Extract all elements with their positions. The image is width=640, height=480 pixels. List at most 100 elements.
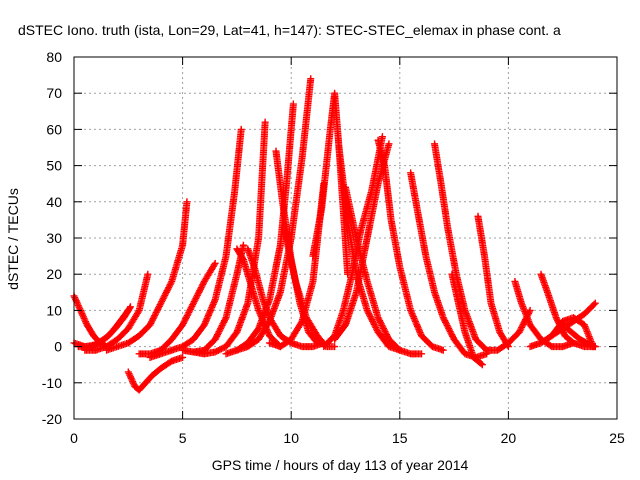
data-series-4 <box>124 353 187 394</box>
data-point <box>445 326 453 334</box>
data-point <box>374 314 382 322</box>
data-series-3 <box>81 270 152 354</box>
data-point <box>443 321 451 329</box>
data-point <box>144 270 152 278</box>
data-point <box>211 335 219 343</box>
data-point <box>366 311 374 319</box>
data-point <box>365 310 373 318</box>
y-tick-label: 70 <box>46 85 62 101</box>
data-series-25 <box>448 270 486 369</box>
data-point <box>71 295 79 303</box>
data-point <box>213 332 221 340</box>
data-point <box>446 328 454 336</box>
data-point <box>155 302 163 310</box>
data-point <box>152 308 160 316</box>
data-point <box>82 318 90 326</box>
data-point <box>165 282 173 290</box>
data-point <box>368 316 376 324</box>
data-point <box>380 325 388 332</box>
data-point <box>156 301 164 309</box>
data-point <box>213 347 221 355</box>
y-tick-label: 10 <box>46 302 62 318</box>
data-point <box>212 334 220 342</box>
data-point <box>367 314 375 322</box>
data-point <box>162 290 170 298</box>
data-point <box>219 344 227 352</box>
data-point <box>444 323 452 331</box>
data-point <box>516 327 524 335</box>
data-point <box>385 140 393 148</box>
data-point <box>197 284 205 292</box>
data-point <box>331 343 339 351</box>
data-point <box>182 315 190 323</box>
data-point <box>369 317 377 325</box>
data-point <box>379 323 387 331</box>
data-point <box>196 287 204 295</box>
data-point <box>147 319 155 327</box>
data-point <box>215 328 223 336</box>
data-point <box>289 100 297 108</box>
data-point <box>193 293 201 301</box>
data-point <box>77 308 85 316</box>
data-point <box>590 300 598 308</box>
data-point <box>239 241 247 249</box>
data-point <box>439 346 447 354</box>
data-point <box>179 353 187 361</box>
data-point <box>217 345 225 353</box>
data-point <box>148 318 156 326</box>
data-point <box>380 326 388 334</box>
data-point <box>154 305 162 313</box>
data-point <box>441 317 449 325</box>
data-point <box>165 284 173 292</box>
data-point <box>189 301 197 309</box>
data-point <box>371 322 379 330</box>
data-point <box>160 293 168 301</box>
data-series-5 <box>103 198 191 354</box>
data-point <box>75 303 83 311</box>
data-point <box>519 320 527 328</box>
data-point <box>194 290 202 298</box>
data-point <box>151 312 159 320</box>
data-point <box>448 331 456 339</box>
data-point <box>193 291 201 299</box>
data-point <box>221 315 229 323</box>
data-point <box>71 294 79 302</box>
data-point <box>214 331 222 339</box>
data-point <box>363 306 371 314</box>
data-point <box>126 304 134 312</box>
data-point <box>155 304 163 312</box>
data-series-19 <box>335 144 404 354</box>
data-point <box>478 361 486 369</box>
data-point <box>185 308 193 316</box>
data-series-21 <box>342 183 426 358</box>
data-point <box>377 320 385 328</box>
data-point <box>370 320 378 328</box>
data-point <box>80 314 88 322</box>
data-point <box>129 379 137 387</box>
data-point <box>375 315 383 323</box>
data-point <box>216 326 224 334</box>
data-point <box>158 296 166 304</box>
data-point <box>217 323 225 331</box>
data-point <box>372 323 380 331</box>
data-point <box>150 313 158 321</box>
data-point <box>179 321 187 329</box>
data-point <box>218 321 226 329</box>
data-point <box>191 296 199 304</box>
data-point <box>198 282 206 290</box>
data-series-8 <box>179 241 247 356</box>
data-point <box>79 311 87 319</box>
x-tick-label: 25 <box>609 430 625 446</box>
y-tick-label: 20 <box>46 266 62 282</box>
data-point <box>369 319 377 327</box>
data-point <box>418 350 426 358</box>
data-point <box>182 313 190 321</box>
y-tick-label: -10 <box>42 375 62 391</box>
data-point <box>210 261 218 269</box>
data-series-20 <box>331 140 393 343</box>
x-tick-label: 0 <box>70 430 78 446</box>
x-tick-label: 5 <box>179 430 187 446</box>
data-point <box>148 316 156 324</box>
y-tick-label: 60 <box>46 121 62 137</box>
data-point <box>126 303 134 311</box>
